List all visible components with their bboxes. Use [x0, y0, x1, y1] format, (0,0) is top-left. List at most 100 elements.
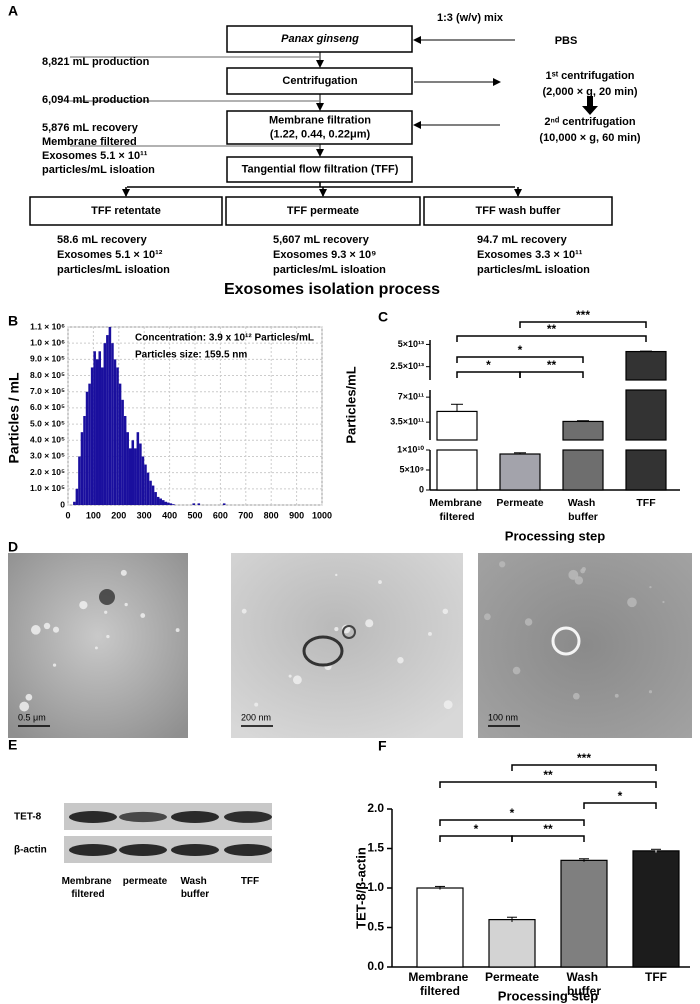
micrograph-particle: [292, 675, 302, 685]
output-note: Exosomes 9.3 × 10⁹: [273, 249, 376, 261]
blot-band: [69, 844, 117, 856]
x-tick-label: 100: [86, 510, 101, 520]
histogram-bar: [75, 488, 79, 505]
histogram-bar: [78, 456, 81, 505]
histogram-bar: [141, 456, 145, 505]
micrograph-particle: [335, 573, 338, 577]
histogram-bar: [113, 359, 117, 505]
x-tick-label: 0: [65, 510, 70, 520]
histogram-bar: [172, 504, 175, 505]
panel-label: A: [8, 3, 18, 19]
x-tick-label: 200: [111, 510, 126, 520]
significance-bracket: [519, 321, 647, 328]
histogram-bar: [98, 351, 102, 505]
y-axis-label: Particles / mL: [6, 372, 22, 463]
histogram-bar: [149, 480, 152, 505]
x-tick-label: 800: [264, 510, 279, 520]
micrograph-particle: [30, 625, 41, 635]
bar: [416, 887, 464, 968]
histogram-bar: [111, 343, 114, 505]
scale-bar-label: 200 nm: [241, 712, 271, 722]
y-tick-label: 1×10¹⁰: [397, 444, 424, 454]
x-tick-label: 300: [137, 510, 152, 520]
output-note: particles/mL isloation: [57, 264, 170, 276]
output-box: [29, 196, 223, 226]
yield-note: Exosomes 5.1 × 10¹¹: [42, 150, 148, 162]
micrograph-particle: [499, 561, 506, 568]
thick-arrow: [582, 96, 598, 115]
y-tick-label: 2.0: [367, 801, 384, 815]
y-tick-label: 2.0 × 10⁵: [30, 467, 65, 477]
y-tick-label: 0: [419, 484, 424, 494]
micrograph: [8, 553, 188, 738]
histogram-bar: [164, 501, 168, 505]
significance-label: **: [547, 322, 557, 336]
micrograph-particle: [52, 626, 60, 633]
micrograph-particle: [43, 622, 51, 630]
micrograph-particle: [120, 569, 127, 576]
micrograph: [231, 553, 463, 738]
bar-segment: [499, 453, 541, 491]
histogram-bar: [167, 502, 170, 505]
x-tick-label: Membrane filtered: [429, 497, 484, 523]
bar-segment: [562, 449, 604, 491]
vesicle: [551, 626, 581, 656]
output-note: 5,607 mL recovery: [273, 234, 370, 246]
vesicle: [99, 589, 115, 605]
micrograph-particle: [574, 576, 584, 585]
micrograph-particle: [572, 692, 580, 700]
micrograph-particle: [443, 700, 453, 710]
panel-label: D: [8, 539, 18, 555]
histogram-bar: [192, 503, 195, 505]
annotation: Concentration: 3.9 x 10¹² Particles/mL: [135, 333, 314, 344]
histogram-bar: [93, 351, 96, 505]
histogram-bar: [146, 472, 150, 505]
scale-bar-label: 0.5 μm: [18, 712, 46, 722]
y-tick-label: 1.0: [367, 880, 384, 894]
y-tick-label: 6.0 × 10⁵: [30, 402, 65, 412]
centrifugation-note: (10,000 × g, 60 min): [539, 132, 641, 144]
micrograph-particle: [512, 666, 521, 675]
blot-band: [119, 811, 167, 823]
scale-bar-label: 100 nm: [488, 712, 518, 722]
y-tick-label: 3.0 × 10⁵: [30, 451, 65, 461]
output-note: particles/mL isloation: [273, 264, 386, 276]
significance-label: *: [518, 343, 523, 357]
process-step-text: Membrane filtration: [269, 114, 371, 126]
output-note: 94.7 mL recovery: [477, 234, 568, 246]
micrograph-particle: [25, 693, 33, 701]
micrograph-particle: [568, 569, 579, 580]
bar: [632, 850, 680, 968]
significance-bracket: [511, 835, 585, 842]
x-tick-label: 700: [238, 510, 253, 520]
yield-note: Membrane filtered: [42, 136, 137, 148]
output-note: particles/mL isloation: [477, 264, 590, 276]
input-note: 1:3 (w/v) mix: [437, 12, 504, 24]
y-tick-label: 1.0 × 10⁶: [30, 337, 65, 347]
micrograph-particle: [140, 613, 146, 618]
histogram-bar: [118, 383, 122, 505]
bar-segment: [625, 389, 667, 441]
histogram-bar: [88, 383, 91, 505]
y-tick-label: 0.0: [367, 959, 384, 973]
histogram-bar: [128, 448, 132, 505]
process-box: [226, 25, 413, 53]
significance-bracket: [439, 781, 657, 788]
significance-label: ***: [577, 751, 591, 765]
histogram-bar: [85, 391, 89, 505]
vesicle: [302, 635, 344, 667]
y-tick-label: 7.0 × 10⁵: [30, 386, 65, 396]
x-tick-label: 1000: [312, 510, 332, 520]
micrograph-particle: [124, 602, 128, 607]
micrograph-particle: [524, 618, 533, 626]
yield-note: particles/mL isloation: [42, 164, 155, 176]
micrograph-particle: [649, 585, 652, 589]
y-tick-label: 2.5×10¹³: [390, 361, 424, 371]
significance-label: **: [543, 822, 553, 836]
yield-note: 6,094 mL production: [42, 94, 150, 106]
micrograph-particle: [580, 568, 586, 574]
x-tick-label: Membrane filtered: [408, 970, 471, 998]
histogram-bar: [123, 416, 127, 505]
micrograph-particle: [614, 693, 619, 698]
significance-bracket: [456, 335, 647, 342]
